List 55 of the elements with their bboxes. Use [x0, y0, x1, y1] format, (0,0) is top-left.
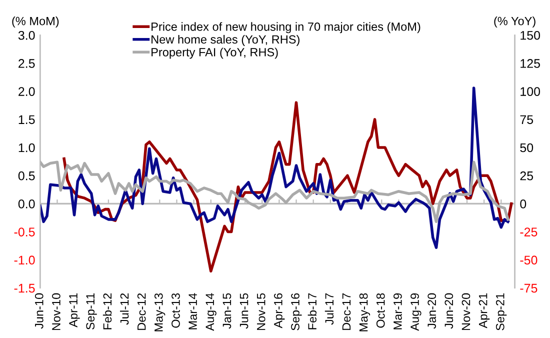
y-tick-label: 1.0: [18, 143, 35, 152]
legend-label: New home sales (YoY, RHS): [152, 34, 300, 46]
y2-tick-label: 75: [520, 115, 534, 124]
y-tick-label: 2.5: [18, 59, 35, 68]
y-tick-label: -0.5: [14, 228, 35, 236]
y-tick-label: 0.5: [18, 171, 35, 180]
x-tick-label: Apr-11: [69, 293, 80, 328]
x-tick-label: Jun-15: [240, 293, 248, 329]
y2-tick-label: 0: [520, 200, 526, 208]
x-tick-label: Jan-15: [222, 293, 232, 329]
y2-tick-label: 150: [520, 30, 540, 40]
y-tick-label: 3.0: [18, 30, 35, 40]
x-tick-label: Dec-12: [137, 293, 146, 330]
x-tick-label: Sep-16: [291, 293, 302, 330]
y2-tick-label: 25: [520, 171, 534, 180]
y-tick-label: 2.0: [18, 87, 35, 96]
x-tick-label: Nov-10: [52, 293, 60, 330]
x-tick-label: Nov-15: [257, 293, 266, 330]
legend-label: Property FAI (YoY, RHS): [152, 48, 278, 59]
y-tick-label: -1.0: [14, 256, 35, 265]
y2-axis-title: (% YoY): [494, 16, 536, 28]
y2-tick-label: -25: [520, 228, 538, 236]
x-tick-label: Aug-19: [410, 293, 422, 331]
y2-tick-label: -50: [520, 256, 538, 265]
y-tick-label: 0.0: [18, 200, 35, 208]
line-series: [40, 86, 510, 249]
y-tick-label: 1.5: [18, 115, 35, 124]
x-tick-label: Jul-12: [120, 293, 129, 325]
x-tick-label: Mar-19: [394, 293, 402, 330]
x-tick-label: May-18: [359, 293, 370, 332]
x-tick-label: Aug-14: [206, 293, 216, 331]
x-tick-label: Apr-16: [274, 293, 285, 328]
x-tick-label: Feb-12: [102, 293, 112, 330]
x-tick-label: Jun-10: [34, 293, 44, 329]
x-tick-label: Sep-21: [496, 293, 507, 330]
y2-tick-label: 50: [520, 143, 534, 152]
x-tick-label: Oct-18: [376, 293, 385, 328]
x-tick-label: Mar-14: [188, 293, 197, 330]
x-tick-label: Dec-17: [342, 293, 351, 330]
legend-label: Price index of new housing in 70 major cities (MoM): [152, 22, 420, 34]
x-tick-label: Jul-17: [324, 293, 334, 325]
y2-tick-label: -75: [520, 284, 538, 293]
y2-tick-label: 100: [520, 87, 540, 96]
x-tick-label: Sep-11: [86, 293, 97, 330]
line-series: [40, 160, 510, 224]
y-tick-label: -1.5: [14, 284, 35, 293]
x-tick-label: Jun-20: [444, 293, 454, 329]
x-tick-label: Jan-20: [428, 293, 436, 329]
x-tick-label: May-13: [154, 293, 166, 332]
x-tick-label: Nov-20: [462, 293, 470, 330]
x-tick-label: Feb-17: [308, 293, 316, 330]
y2-tick-label: 125: [520, 59, 540, 68]
y-axis-title: (% MoM): [12, 16, 59, 28]
x-tick-label: Oct-13: [172, 293, 180, 328]
x-tick-label: Apr-21: [478, 293, 490, 328]
